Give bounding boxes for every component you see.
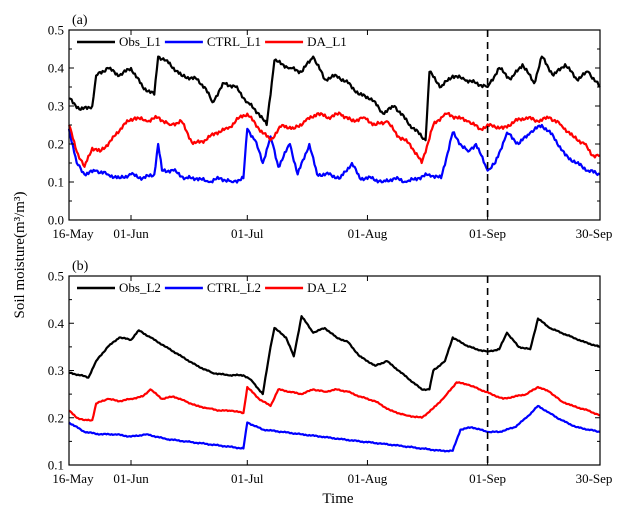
y-tick-label: 0.2 <box>48 137 64 152</box>
legend-label: Obs_L2 <box>119 280 161 295</box>
y-tick-label: 0.5 <box>48 269 64 284</box>
series-line-ctrl-l2 <box>68 404 601 453</box>
series-line-da-l1 <box>67 111 601 168</box>
legend-label: CTRL_L2 <box>207 280 261 295</box>
x-tick-label: 01-Aug <box>348 471 388 486</box>
x-tick-label: 16-May <box>52 226 94 241</box>
plot-frame <box>68 29 601 221</box>
y-tick-label: 0.1 <box>48 175 64 190</box>
legend-label: DA_L1 <box>307 34 347 49</box>
y-tick-label: 0.1 <box>48 458 64 473</box>
x-axis-title: Time <box>322 491 353 507</box>
x-tick-label: 01-Jun <box>113 226 149 241</box>
legend-label: DA_L2 <box>307 280 347 295</box>
y-tick-label: 0.4 <box>48 316 65 331</box>
x-tick-label: 01-Sep <box>469 471 506 486</box>
x-tick-label: 01-Jul <box>231 471 264 486</box>
x-tick-label: 01-Aug <box>348 226 388 241</box>
panel-b: 0.1 0.2 0.3 0.4 0.5 16-May 01-Jun 01-Jul 01-Aug 0… <box>48 259 613 486</box>
series-line-ctrl-l1 <box>67 123 601 184</box>
series-line-da-l2 <box>68 381 601 422</box>
y-tick-label: 0.2 <box>48 410 64 425</box>
y-tick-label: 0.3 <box>48 99 64 114</box>
series-line-obs-l2 <box>68 315 601 396</box>
plot-frame <box>68 275 601 466</box>
x-tick-label: 16-May <box>52 471 94 486</box>
series-line-obs-l1 <box>68 55 601 142</box>
x-tick-label: 01-Sep <box>469 226 506 241</box>
legend-label: Obs_L1 <box>119 34 161 49</box>
y-tick-label: 0.0 <box>48 213 64 228</box>
y-tick-label: 0.4 <box>48 61 65 76</box>
x-tick-label: 30-Sep <box>576 471 613 486</box>
y-axis-title: Soil moisture(m³/m³) <box>12 192 28 319</box>
y-tick-label: 0.3 <box>48 363 64 378</box>
panel-a: 0.0 0.1 0.2 0.3 0.4 0.5 16-May 01-Jun 01-Jul 01-A… <box>48 13 613 241</box>
panel-label: (b) <box>72 259 89 274</box>
x-tick-label: 01-Jul <box>231 226 264 241</box>
x-tick-label: 30-Sep <box>576 226 613 241</box>
panel-label: (a) <box>72 13 88 28</box>
legend-label: CTRL_L1 <box>207 34 261 49</box>
y-tick-label: 0.5 <box>48 23 64 38</box>
x-tick-label: 01-Jun <box>113 471 149 486</box>
